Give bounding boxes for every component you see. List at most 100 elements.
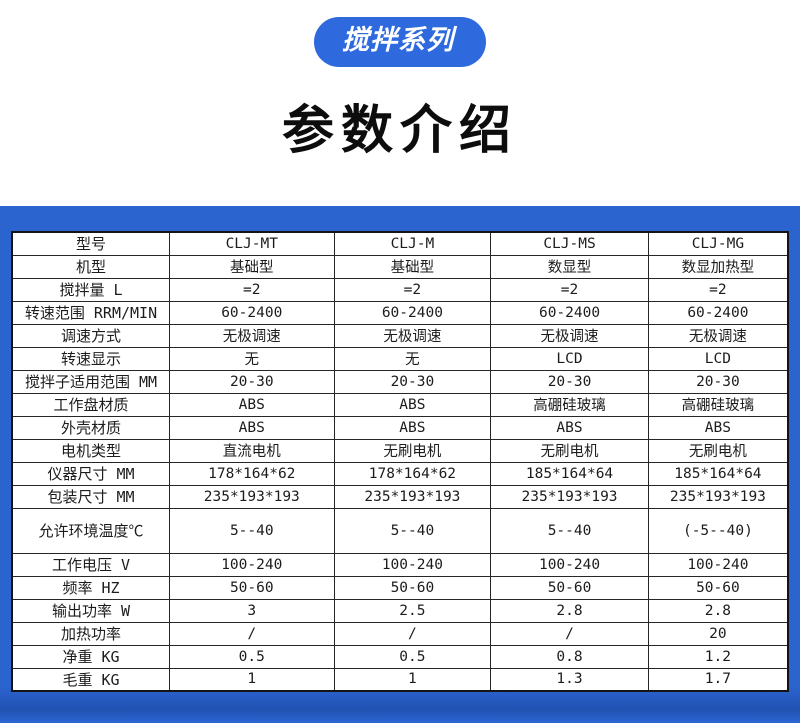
table-cell: ABS [169, 415, 335, 440]
table-cell: 185*164*64 [490, 461, 649, 486]
table-row: 允许环境温度℃ 5--40 5--40 5--40 (-5--40) [11, 507, 789, 554]
table-cell: (-5--40) [647, 507, 789, 554]
table-cell: 60-2400 [333, 300, 492, 325]
table-cell: 无极调速 [169, 323, 335, 348]
table-cell: 50-60 [169, 575, 335, 600]
table-cell: 0.5 [333, 644, 492, 669]
table-row: 外壳材质 ABS ABS ABS ABS [11, 415, 789, 440]
page-title: 参数介绍 [281, 102, 518, 160]
table-cell: 235*193*193 [490, 484, 649, 509]
table-row: 频率 HZ 50-60 50-60 50-60 50-60 [11, 575, 789, 600]
table-row: 输出功率 W 3 2.5 2.8 2.8 [11, 598, 789, 623]
row-label: 频率 HZ [11, 575, 171, 600]
row-label: 调速方式 [11, 323, 171, 348]
series-badge: 搅拌系列 [314, 17, 486, 67]
table-cell: =2 [333, 277, 492, 302]
table-cell: 60-2400 [169, 300, 335, 325]
page: 搅拌系列 参数介绍 型号 CLJ-MT CLJ-M CLJ-MS CLJ-MG 机型 基础型… [0, 17, 800, 723]
table-row: 机型 基础型 基础型 数显型 数显加热型 [11, 254, 789, 279]
table-cell: 无极调速 [333, 323, 492, 348]
table-row: 仪器尺寸 MM 178*164*62 178*164*62 185*164*64 185… [11, 461, 789, 486]
table-cell: 20-30 [169, 369, 335, 394]
spec-table: 型号 CLJ-MT CLJ-M CLJ-MS CLJ-MG 机型 基础型 基础型 数显型 数显加热… [11, 231, 789, 692]
table-cell: ABS [490, 415, 649, 440]
table-row: 转速显示无无 LCD LCD [11, 346, 789, 371]
table-cell: 1.2 [647, 644, 789, 669]
table-cell: 5--40 [333, 507, 492, 554]
table-cell: CLJ-M [333, 231, 492, 256]
table-cell: 178*164*62 [333, 461, 492, 486]
row-label: 搅拌量 L [11, 277, 171, 302]
table-cell: LCD [490, 346, 649, 371]
table-cell: 2.5 [333, 598, 492, 623]
table-cell: 50-60 [647, 575, 789, 600]
table-row: 转速范围 RRM/MIN 60-2400 60-2400 60-2400 60-2400 [11, 300, 789, 325]
table-row: 工作电压 V 100-240 100-240 100-240 100-240 [11, 552, 789, 577]
table-row: 毛重 KG 1 1 1.3 1.7 [11, 667, 789, 692]
table-cell: 100-240 [169, 552, 335, 577]
table-cell: 0.8 [490, 644, 649, 669]
row-label: 净重 KG [11, 644, 171, 669]
row-label: 毛重 KG [11, 667, 171, 692]
table-cell: 1.3 [490, 667, 649, 692]
table-cell: 3 [169, 598, 335, 623]
table-cell: =2 [647, 277, 789, 302]
table-cell: ABS [647, 415, 789, 440]
table-cell: ABS [333, 415, 492, 440]
table-cell: 基础型 [333, 254, 492, 279]
table-cell: 数显型 [490, 254, 649, 279]
table-cell: / [490, 621, 649, 646]
table-cell: CLJ-MT [169, 231, 335, 256]
table-row: 型号 CLJ-MT CLJ-M CLJ-MS CLJ-MG [11, 231, 789, 256]
table-cell: CLJ-MG [647, 231, 789, 256]
table-cell: 无极调速 [490, 323, 649, 348]
table-cell: 无 [333, 346, 492, 371]
table-cell: 无刷电机 [647, 438, 789, 463]
table-cell: 20-30 [647, 369, 789, 394]
table-cell: 235*193*193 [169, 484, 335, 509]
table-cell: 50-60 [333, 575, 492, 600]
row-label: 工作电压 V [11, 552, 171, 577]
header: 搅拌系列 参数介绍 [0, 17, 800, 206]
row-label: 输出功率 W [11, 598, 171, 623]
table-cell: CLJ-MS [490, 231, 649, 256]
table-cell: ABS [333, 392, 492, 417]
row-label: 包装尺寸 MM [11, 484, 171, 509]
table-cell: ABS [169, 392, 335, 417]
table-row: 电机类型 直流电机 无刷电机 无刷电机 无刷电机 [11, 438, 789, 463]
row-label: 外壳材质 [11, 415, 171, 440]
table-cell: 1.7 [647, 667, 789, 692]
table-cell: 100-240 [333, 552, 492, 577]
row-label: 工作盘材质 [11, 392, 171, 417]
table-cell: 185*164*64 [647, 461, 789, 486]
table-cell: 235*193*193 [647, 484, 789, 509]
table-cell: 1 [333, 667, 492, 692]
table-row: 包装尺寸 MM 235*193*193 235*193*193 235*193*193… [11, 484, 789, 509]
table-cell: 100-240 [490, 552, 649, 577]
table-cell: 无刷电机 [333, 438, 492, 463]
table-cell: 高硼硅玻璃 [647, 392, 789, 417]
table-row: 搅拌子适用范围 MM 20-30 20-30 20-30 20-30 [11, 369, 789, 394]
table-cell: 基础型 [169, 254, 335, 279]
table-cell: 高硼硅玻璃 [490, 392, 649, 417]
table-cell: / [169, 621, 335, 646]
table-cell: 20-30 [333, 369, 492, 394]
table-cell: 50-60 [490, 575, 649, 600]
table-cell: 无刷电机 [490, 438, 649, 463]
table-cell: 20-30 [490, 369, 649, 394]
table-cell: 直流电机 [169, 438, 335, 463]
table-cell: =2 [490, 277, 649, 302]
table-row: 加热功率 / //20 [11, 621, 789, 646]
table-cell: 235*193*193 [333, 484, 492, 509]
table-cell: 60-2400 [490, 300, 649, 325]
table-cell: 0.5 [169, 644, 335, 669]
table-cell: 数显加热型 [647, 254, 789, 279]
table-cell: 1 [169, 667, 335, 692]
row-label: 机型 [11, 254, 171, 279]
table-row: 调速方式 无极调速 无极调速 无极调速 无极调速 [11, 323, 789, 348]
table-row: 搅拌量 L =2 =2 =2 =2 [11, 277, 789, 302]
table-cell: 无 [169, 346, 335, 371]
row-label: 电机类型 [11, 438, 171, 463]
table-cell: 20 [647, 621, 789, 646]
table-cell: =2 [169, 277, 335, 302]
